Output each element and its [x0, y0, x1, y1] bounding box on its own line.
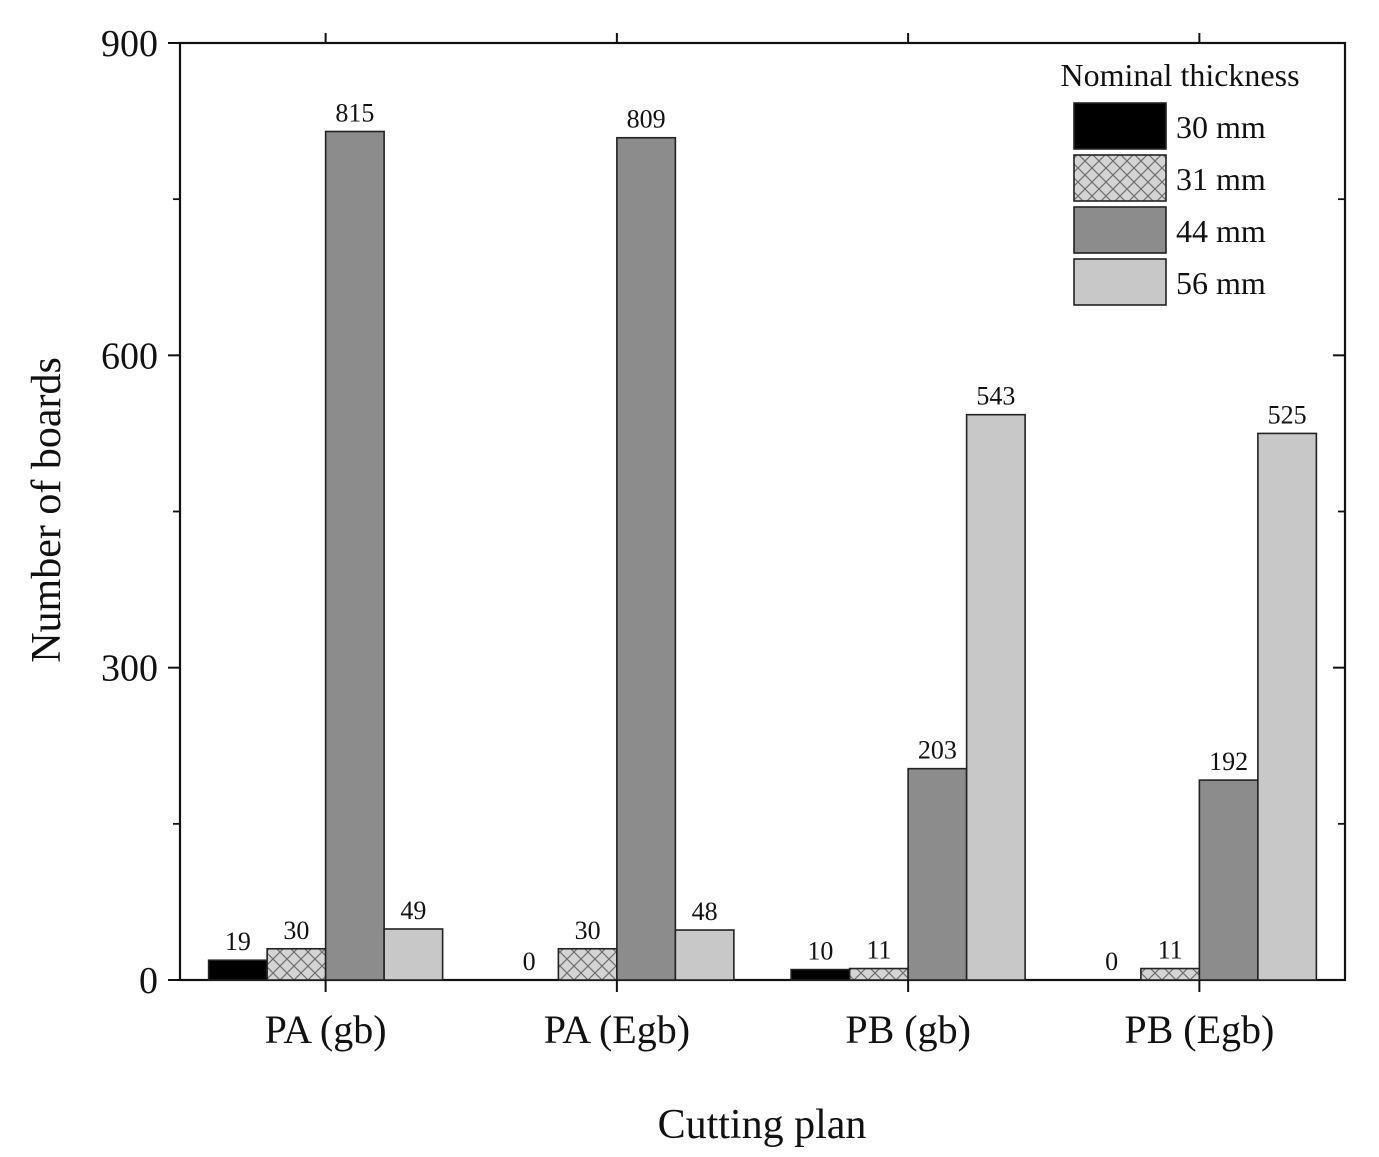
- y-tick-label: 300: [101, 648, 158, 690]
- legend-title: Nominal thickness: [1060, 57, 1299, 93]
- bar: [266, 947, 327, 981]
- bar: [616, 136, 677, 981]
- bars-group: [207, 130, 1318, 981]
- bar-value-label: 19: [225, 927, 251, 956]
- bar: [1140, 967, 1201, 981]
- bar: [965, 413, 1026, 981]
- bar-value-label: 30: [575, 916, 601, 945]
- bar: [907, 767, 968, 981]
- legend-swatch: [1073, 206, 1167, 254]
- y-axis-title: Number of boards: [24, 357, 70, 663]
- bar-value-label: 10: [807, 937, 833, 966]
- y-tick-label: 600: [101, 335, 158, 377]
- bar-value-label: 11: [1158, 936, 1183, 965]
- bar-value-label: 809: [627, 105, 666, 134]
- bar-value-label: 11: [866, 936, 891, 965]
- y-tick-label: 0: [139, 960, 158, 1002]
- bar: [1257, 432, 1318, 981]
- bar: [557, 947, 618, 981]
- x-category-label: PB (Egb): [1124, 1007, 1274, 1052]
- x-category-label: PB (gb): [845, 1007, 971, 1052]
- y-tick-label: 900: [101, 23, 158, 65]
- legend-label: 44 mm: [1176, 213, 1266, 249]
- bar: [324, 130, 385, 981]
- bar: [674, 929, 735, 981]
- bar: [790, 968, 851, 981]
- x-axis-title: Cutting plan: [658, 1102, 867, 1148]
- legend-label: 31 mm: [1176, 161, 1266, 197]
- legend-label: 56 mm: [1176, 265, 1266, 301]
- bar-value-label: 815: [335, 98, 374, 127]
- bar-value-label: 0: [523, 947, 536, 976]
- bar-value-label: 30: [283, 916, 309, 945]
- bar-value-label: 543: [976, 382, 1015, 411]
- bar: [207, 959, 268, 981]
- bar: [383, 928, 444, 981]
- bar-value-label: 0: [1105, 947, 1118, 976]
- legend-label: 30 mm: [1176, 109, 1266, 145]
- bar-value-label: 525: [1268, 400, 1307, 429]
- x-category-label: PA (Egb): [544, 1007, 690, 1052]
- value-labels-group: 19 30 815 49 0 30 809 48 10 11 203 543 0 11 192 525: [225, 98, 1307, 976]
- bar: [848, 967, 909, 981]
- x-axis-category-labels: PA (gb) PA (Egb) PB (gb) PB (Egb): [265, 33, 1274, 1052]
- legend: Nominal thickness 30 mm 31 mm 44 mm 56 mm: [1060, 57, 1300, 306]
- legend-swatch: [1073, 154, 1167, 202]
- bar: [1198, 779, 1259, 981]
- bar-value-label: 203: [918, 736, 957, 765]
- legend-swatch: [1073, 258, 1167, 306]
- bar-value-label: 48: [692, 897, 718, 926]
- bar-value-label: 192: [1209, 747, 1248, 776]
- bar-value-label: 49: [400, 896, 426, 925]
- legend-swatch: [1073, 102, 1167, 150]
- x-category-label: PA (gb): [265, 1007, 387, 1052]
